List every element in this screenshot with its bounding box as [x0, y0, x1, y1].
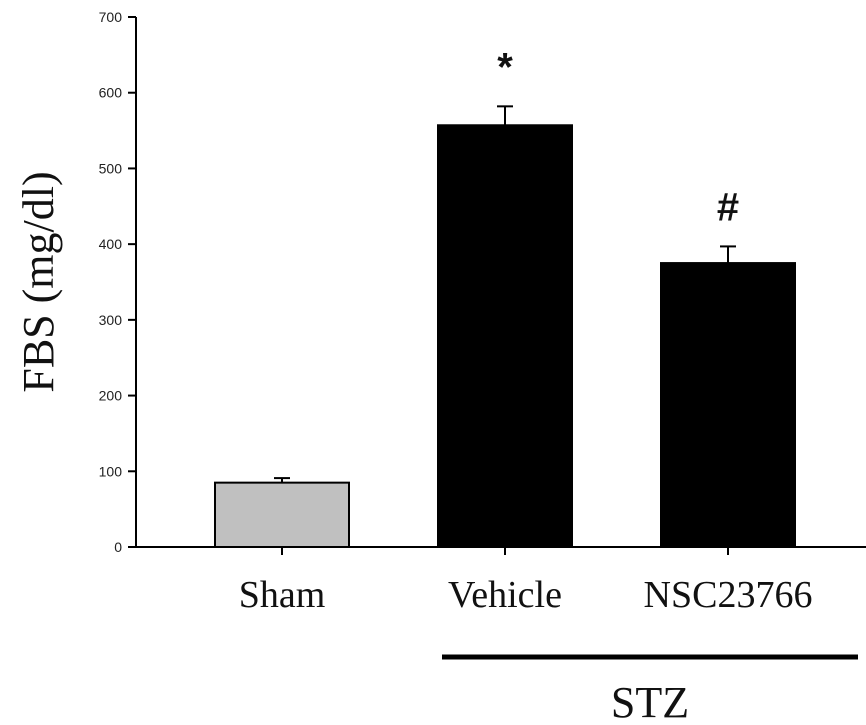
y-tick-label: 700 [99, 9, 123, 25]
y-tick-label: 600 [99, 85, 123, 101]
y-axis: 0 100 200 300 400 500 600 700 [99, 9, 137, 555]
bars: *# [214, 45, 796, 549]
y-tick-label: 0 [114, 539, 122, 555]
x-tick-label: NSC23766 [644, 574, 813, 616]
x-tick-label: Vehicle [448, 574, 562, 616]
bar-sham [214, 481, 350, 548]
stz-group: STZ [442, 654, 858, 725]
y-tick-label: 400 [99, 236, 123, 252]
significance-marker: * [497, 45, 513, 89]
significance-marker: # [717, 185, 739, 229]
y-tick-label: 200 [99, 388, 123, 404]
bar-vehicle [437, 124, 573, 549]
y-tick-label: 500 [99, 160, 123, 176]
y-tick-label: 100 [99, 463, 123, 479]
group-label: STZ [611, 678, 689, 725]
y-tick-label: 300 [99, 312, 123, 328]
bar-nsc23766 [660, 262, 796, 548]
y-axis-title: FBS (mg/dl) [14, 171, 63, 392]
x-tick-label: Sham [239, 574, 326, 616]
x-axis: Sham Vehicle NSC23766 [136, 546, 866, 616]
